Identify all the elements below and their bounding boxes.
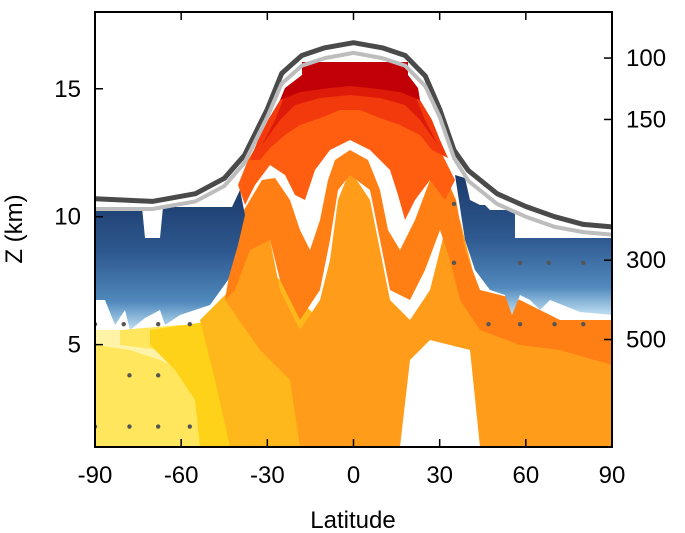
stipple-dot <box>155 373 161 378</box>
y-tick-label: 10 <box>54 204 81 231</box>
stipple-dot <box>486 321 491 327</box>
stipple-dot <box>581 260 586 265</box>
right-tick-label: 150 <box>626 106 666 133</box>
right-tick-label: 300 <box>626 247 666 274</box>
stipple-dot <box>451 201 457 207</box>
x-tick-label: -30 <box>250 462 285 489</box>
stipple-dot <box>451 260 457 265</box>
contour-band-crimson <box>280 62 420 100</box>
contour-blue-north <box>455 175 612 315</box>
x-tick-label: -90 <box>78 462 113 489</box>
x-axis-title: Latitude <box>310 507 395 533</box>
x-tick-label: 0 <box>347 462 360 489</box>
right-tick-label: 100 <box>626 45 666 72</box>
stipple-dot <box>127 373 132 378</box>
contour-blue-south <box>95 190 245 330</box>
x-tick-label: 30 <box>426 462 453 489</box>
y-axis-title: Z (km) <box>1 194 28 263</box>
x-axis: -90 -60 -30 0 30 60 90 <box>78 12 626 489</box>
stipple-dot <box>546 260 552 265</box>
y-tick-label: 5 <box>68 332 81 359</box>
x-tick-label: 60 <box>512 462 539 489</box>
tropopause-light-line <box>95 50 612 237</box>
stipple-dot <box>552 321 557 327</box>
contour-band-orange-dark <box>225 150 612 365</box>
tropopause-dark-line <box>95 40 612 230</box>
stipple-dot <box>517 260 523 265</box>
y-axis-left: 5 10 15 <box>54 76 103 359</box>
contour-band-orange <box>225 170 612 447</box>
stipple-dot <box>581 321 586 327</box>
plot-area <box>95 12 612 447</box>
x-tick-label: 90 <box>599 462 626 489</box>
stipple-dot <box>127 424 132 429</box>
stipple-dot <box>155 424 161 429</box>
stipple-dot <box>517 321 523 327</box>
stipple-points <box>95 201 586 429</box>
stipple-dot <box>187 424 192 429</box>
y-tick-label: 15 <box>54 76 81 103</box>
stipple-dot <box>187 321 192 327</box>
stipple-dot <box>155 321 161 327</box>
right-tick-label: 500 <box>626 327 666 354</box>
x-tick-label: -60 <box>164 462 199 489</box>
y-axis-right: 100 150 300 500 <box>604 45 666 354</box>
stipple-dot <box>121 321 126 327</box>
